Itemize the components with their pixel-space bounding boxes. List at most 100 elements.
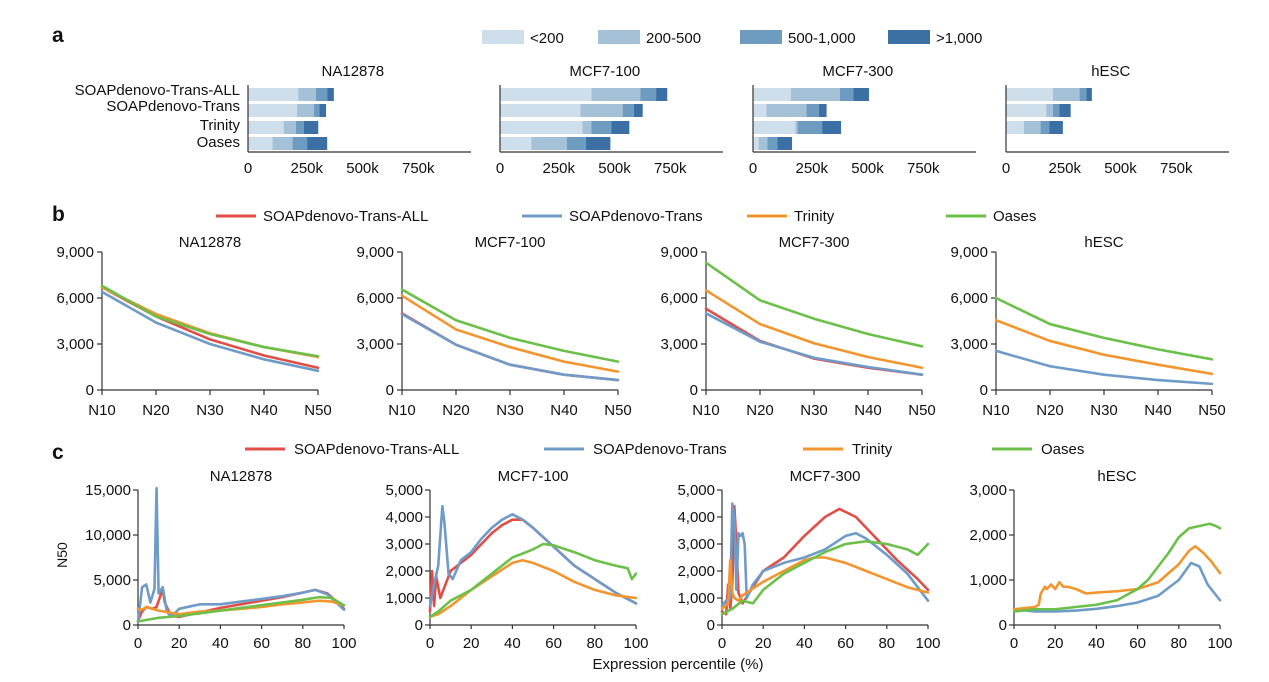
x-tick-label: 500k <box>598 160 631 177</box>
legend-swatch-1-000 <box>888 30 930 44</box>
x-tick-label: 20 <box>171 635 188 652</box>
subplot-title: MCF7-100 <box>569 63 640 80</box>
series-line-trinity <box>704 289 924 370</box>
x-tick-label: 40 <box>1088 635 1105 652</box>
y-tick-label: 9,000 <box>660 244 698 261</box>
legend-label-oases: Oases <box>993 208 1036 225</box>
series-line-oases <box>400 288 620 363</box>
x-tick-label: 60 <box>1129 635 1146 652</box>
bar-oases-1-000 <box>585 137 611 150</box>
subplot-c-na12878: NA12878 0 5,000 10,000 15,000 0 20 40 60 80 100 <box>85 468 356 652</box>
bar-oases-200-500 <box>531 137 567 150</box>
x-tick-label: N50 <box>304 402 332 419</box>
y-tick-label: 3,000 <box>969 482 1007 499</box>
x-tick-label: 0 <box>1002 160 1010 177</box>
legend-assemblers-c: SOAPdenovo-Trans-ALL SOAPdenovo-Trans Trin… <box>245 441 1084 458</box>
x-tick-label: 60 <box>253 635 270 652</box>
x-tick-label: 20 <box>755 635 772 652</box>
bar-trinity-200-500 <box>582 121 592 134</box>
bar-soapdenovo-trans-all-200-500 <box>591 88 641 101</box>
y-tick-label: 9,000 <box>356 244 394 261</box>
x-tick-label: 0 <box>718 635 726 652</box>
legend-label-trinity: Trinity <box>852 441 893 458</box>
legend-label-trinity: Trinity <box>794 208 835 225</box>
bar-soapdenovo-trans-all-200 <box>753 88 791 101</box>
bar-soapdenovo-trans-all-500-1-000 <box>1079 88 1087 101</box>
x-tick-label: N40 <box>550 402 578 419</box>
bar-soapdenovo-trans-all-500-1-000 <box>316 88 328 101</box>
y-tick-label: 0 <box>86 382 94 399</box>
y-tick-label: 6,000 <box>660 290 698 307</box>
legend-label-soapdenovo-trans-all: SOAPdenovo-Trans-ALL <box>263 208 428 225</box>
bar-trinity-200 <box>500 121 583 134</box>
x-tick-label: N40 <box>854 402 882 419</box>
y-tick-label: 0 <box>690 382 698 399</box>
bar-soapdenovo-trans-200 <box>248 104 298 117</box>
subplot-a-mcf7-300: MCF7-300 0 250k 500k 750k <box>749 63 976 177</box>
y-tick-label: 6,000 <box>56 290 94 307</box>
x-tick-label: N50 <box>1198 402 1226 419</box>
bar-soapdenovo-trans-200-500 <box>1046 104 1053 117</box>
bar-soapdenovo-trans-all-1-000 <box>656 88 668 101</box>
subplot-b-na12878: NA12878 0 3,000 6,000 9,000 N10 N20 N30 N40 N50 <box>56 234 331 419</box>
x-tick-label: N20 <box>442 402 470 419</box>
legend-label-soapdenovo-trans-all: SOAPdenovo-Trans-ALL <box>294 441 459 458</box>
x-tick-label: 0 <box>496 160 504 177</box>
x-tick-label: 0 <box>1010 635 1018 652</box>
y-tick-label: 10,000 <box>85 527 131 544</box>
x-tick-label: 250k <box>1048 160 1081 177</box>
x-tick-label: 750k <box>654 160 687 177</box>
y-tick-label: 5,000 <box>677 482 715 499</box>
series-line-oases <box>1012 522 1222 613</box>
y-tick-label: 1,000 <box>385 590 423 607</box>
x-tick-label: 80 <box>586 635 603 652</box>
y-tick-label: 2,000 <box>969 527 1007 544</box>
x-tick-label: 0 <box>244 160 252 177</box>
legend-label-200: <200 <box>530 30 564 47</box>
subplot-title: NA12878 <box>322 63 385 80</box>
bar-soapdenovo-trans-all-200-500 <box>790 88 840 101</box>
category-label-soapdenovo-trans-all: SOAPdenovo-Trans-ALL <box>75 82 240 99</box>
bar-oases-500-1-000 <box>292 137 308 150</box>
x-tick-label: 80 <box>878 635 895 652</box>
series-line-soapdenovo-trans-all <box>720 504 930 616</box>
y-tick-label: 5,000 <box>385 482 423 499</box>
x-tick-label: 100 <box>623 635 648 652</box>
legend-assemblers-b: SOAPdenovo-Trans-ALL SOAPdenovo-Trans Trin… <box>216 208 1036 225</box>
x-tick-label: N30 <box>196 402 224 419</box>
bar-trinity-500-1-000 <box>295 121 304 134</box>
bar-soapdenovo-trans-200 <box>1006 104 1047 117</box>
bar-oases-200-500 <box>272 137 293 150</box>
bar-trinity-200-500 <box>795 121 798 134</box>
x-tick-label: 500k <box>851 160 884 177</box>
category-label-oases: Oases <box>197 134 240 151</box>
bar-oases-1-000 <box>307 137 328 150</box>
x-tick-label: 20 <box>463 635 480 652</box>
bar-soapdenovo-trans-all-1-000 <box>853 88 869 101</box>
x-tick-label: 40 <box>504 635 521 652</box>
subplot-c-hesc: hESC 0 1,000 2,000 3,000 0 20 40 60 80 100 <box>969 468 1232 652</box>
bar-soapdenovo-trans-all-200 <box>1006 88 1053 101</box>
series-line-soapdenovo-trans <box>400 312 620 382</box>
y-tick-label: 4,000 <box>385 509 423 526</box>
series-line-oases <box>136 595 346 623</box>
series-line-oases <box>704 261 924 348</box>
x-axis-label-expression: Expression percentile (%) <box>593 656 764 673</box>
y-tick-label: 2,000 <box>385 563 423 580</box>
x-tick-label: 40 <box>796 635 813 652</box>
y-tick-label: 9,000 <box>56 244 94 261</box>
legend-label-500-1-000: 500-1,000 <box>788 30 856 47</box>
x-tick-label: N50 <box>604 402 632 419</box>
y-tick-label: 1,000 <box>677 590 715 607</box>
subplot-title: NA12878 <box>179 234 242 251</box>
x-tick-label: 60 <box>545 635 562 652</box>
series-line-trinity <box>1012 544 1222 611</box>
series-line-soapdenovo-trans <box>1012 561 1222 613</box>
bar-oases-500-1-000 <box>566 137 586 150</box>
panel-b-letter: b <box>52 203 65 226</box>
legend-swatch-200-500 <box>598 30 640 44</box>
series-line-soapdenovo-trans <box>428 504 638 608</box>
y-tick-label: 0 <box>999 617 1007 634</box>
x-tick-label: N30 <box>496 402 524 419</box>
